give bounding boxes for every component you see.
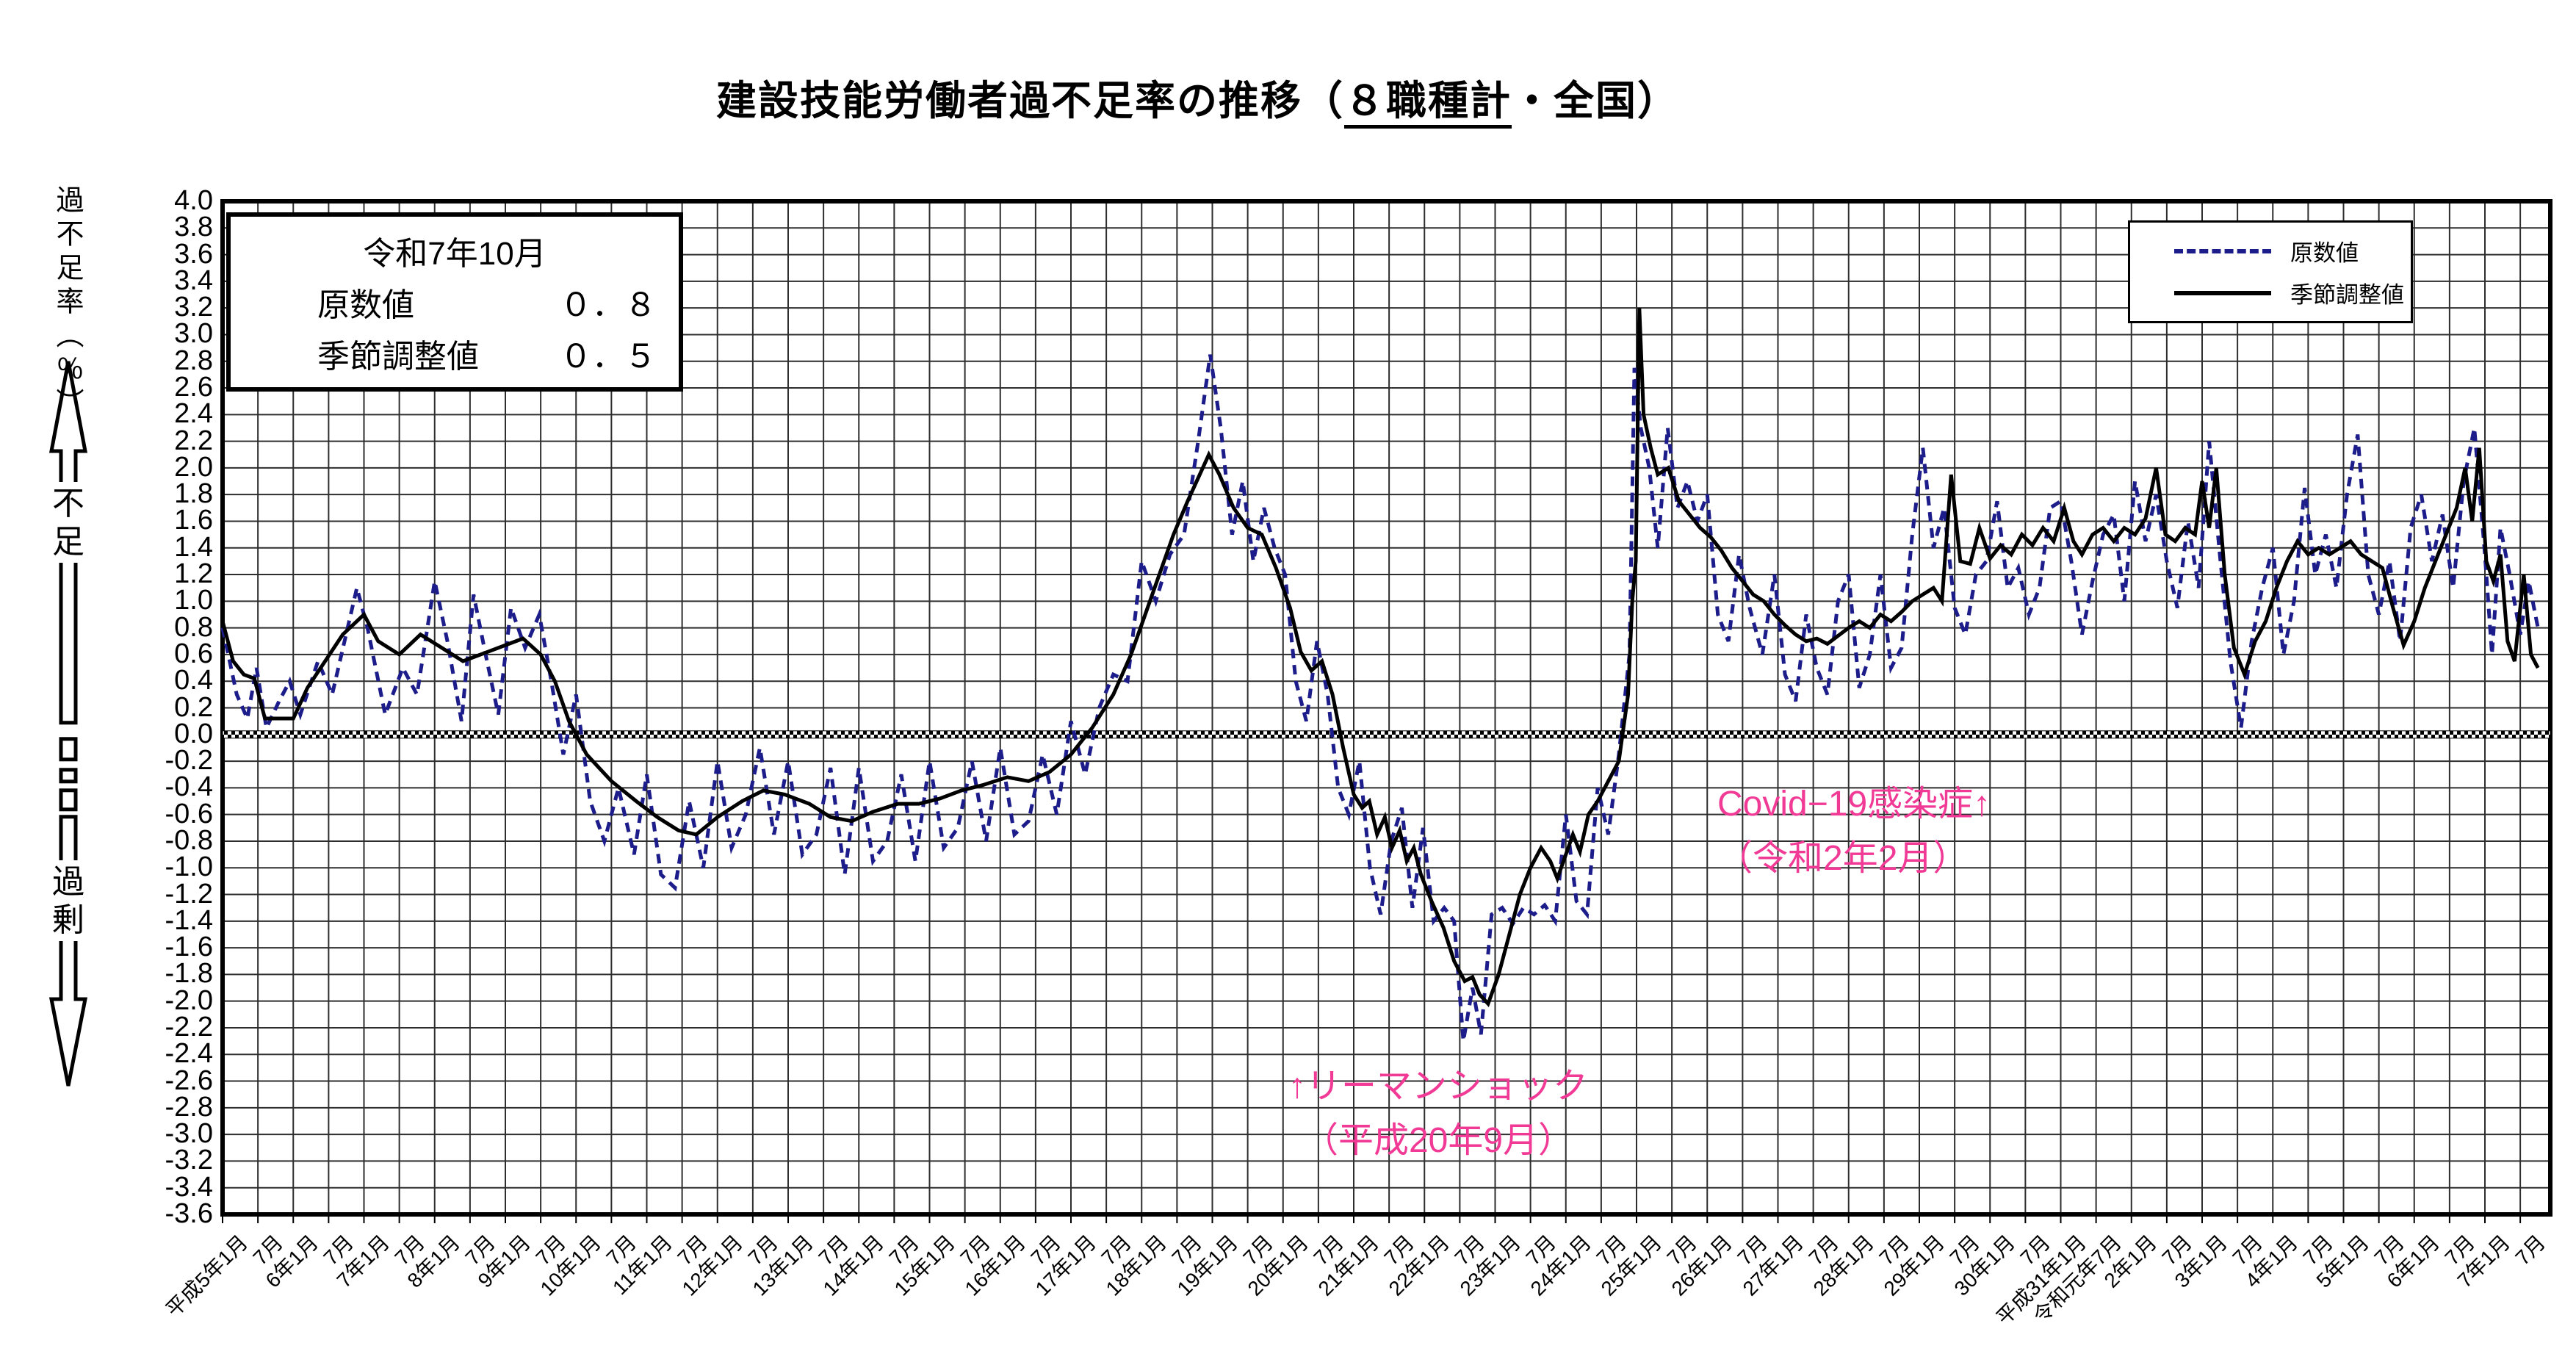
- y-tick-label: -3.4: [165, 1171, 213, 1203]
- annotation-lehman-shock: ↑リーマンショック （平成20年9月）: [1240, 1059, 1637, 1169]
- latest-value-date: 令和7年10月: [363, 236, 546, 272]
- surplus-down-arrow: [48, 815, 88, 1087]
- legend: 原数値 季節調整値: [2128, 220, 2413, 323]
- y-tick-label: -1.6: [165, 932, 213, 963]
- y-tick-label: -3.2: [165, 1145, 213, 1176]
- y-tick-label: -2.4: [165, 1038, 213, 1070]
- shortage-label-bg: [51, 482, 86, 563]
- arrow-shaft-dash: [59, 768, 78, 784]
- surplus-label-bg: [51, 860, 86, 941]
- legend-item-raw: 原数値: [2130, 234, 2411, 267]
- surplus-label: 過: [52, 864, 84, 900]
- y-tick-label: 3.4: [174, 264, 213, 296]
- arrow-shaft-dash: [59, 737, 78, 762]
- y-tick-label: 2.0: [174, 451, 213, 483]
- latest-raw-value: ０．８: [560, 287, 657, 323]
- y-tick-label: 3.0: [174, 318, 213, 350]
- y-tick-label: 1.2: [174, 558, 213, 590]
- y-tick-label: -0.8: [165, 824, 213, 856]
- y-tick-label: 2.2: [174, 425, 213, 456]
- y-tick-label: -2.6: [165, 1065, 213, 1096]
- title-prefix: 建設技能労働者過不足率の推移（: [716, 78, 1345, 123]
- latest-raw-label: 原数値: [317, 287, 414, 323]
- annotation-lehman-line1: ↑リーマンショック: [1288, 1067, 1588, 1106]
- y-tick-label: 3.2: [174, 292, 213, 323]
- y-tick-label: -1.2: [165, 878, 213, 910]
- title-underlined-part: ８職種計: [1344, 78, 1512, 129]
- latest-adjusted-label: 季節調整値: [317, 339, 479, 375]
- legend-adjusted-label: 季節調整値: [2290, 282, 2404, 308]
- adjusted-series-line-sample: [2174, 290, 2271, 295]
- shortage-label: 不: [52, 486, 84, 522]
- latest-value-box: 令和7年10月 原数値 ０．８ 季節調整値 ０．５: [226, 212, 683, 392]
- y-tick-label: 2.8: [174, 345, 213, 376]
- annotation-covid-line2: （令和2年2月）: [1717, 839, 1969, 879]
- y-tick-label: 4.0: [174, 185, 213, 216]
- zero-line-band: [222, 730, 2551, 739]
- raw-series-line-sample: [2174, 248, 2271, 253]
- title-suffix: ・全国）: [1512, 78, 1680, 123]
- y-tick-label: -3.6: [165, 1198, 213, 1229]
- legend-item-adjusted: 季節調整値: [2130, 276, 2411, 309]
- surplus-label: 剰: [52, 902, 84, 938]
- y-tick-label: 0.0: [174, 718, 213, 749]
- latest-adjusted-value: ０．５: [560, 339, 657, 375]
- y-tick-label: -2.2: [165, 1011, 213, 1042]
- y-tick-label: 3.8: [174, 212, 213, 243]
- annotation-lehman-line2: （平成20年9月）: [1302, 1121, 1574, 1161]
- y-tick-label: 2.6: [174, 372, 213, 403]
- y-tick-label: -1.8: [165, 958, 213, 990]
- annotation-covid-line1: Covid−19感染症↑: [1717, 785, 1991, 824]
- y-tick-label: 0.8: [174, 611, 213, 643]
- y-tick-label: -2.8: [165, 1091, 213, 1123]
- shortage-label: 足: [52, 524, 84, 560]
- y-tick-label: 1.6: [174, 505, 213, 536]
- y-tick-label: 3.6: [174, 238, 213, 270]
- y-tick-label: 1.4: [174, 531, 213, 563]
- page-title: 建設技能労働者過不足率の推移（８職種計・全国）: [716, 68, 1680, 129]
- y-tick-label: -1.4: [165, 904, 213, 936]
- y-tick-label: -2.0: [165, 984, 213, 1016]
- y-tick-label: 0.6: [174, 638, 213, 669]
- plot-border: [220, 199, 2552, 1217]
- y-tick-label: 0.2: [174, 691, 213, 723]
- y-tick-label: 2.4: [174, 398, 213, 430]
- raw-value-series-line: [220, 354, 2540, 1042]
- y-tick-label: -1.0: [165, 851, 213, 883]
- y-tick-label: 1.0: [174, 585, 213, 616]
- legend-raw-label: 原数値: [2290, 240, 2359, 266]
- y-tick-label: -0.2: [165, 745, 213, 777]
- y-tick-label: 0.4: [174, 665, 213, 696]
- y-tick-label: -0.6: [165, 798, 213, 829]
- y-tick-label: -3.0: [165, 1118, 213, 1150]
- seasonally-adjusted-series-line: [220, 308, 2540, 1008]
- latest-raw-row: 原数値 ０．８: [231, 278, 679, 325]
- y-axis-title: 過不足率（％）: [51, 185, 82, 422]
- y-tick-label: -0.4: [165, 771, 213, 803]
- annotation-covid19: Covid−19感染症↑ （令和2年2月）: [1717, 777, 1991, 887]
- latest-adjusted-row: 季節調整値 ０．５: [231, 330, 679, 377]
- y-tick-label: 1.8: [174, 478, 213, 510]
- arrow-shaft-dash: [59, 788, 78, 812]
